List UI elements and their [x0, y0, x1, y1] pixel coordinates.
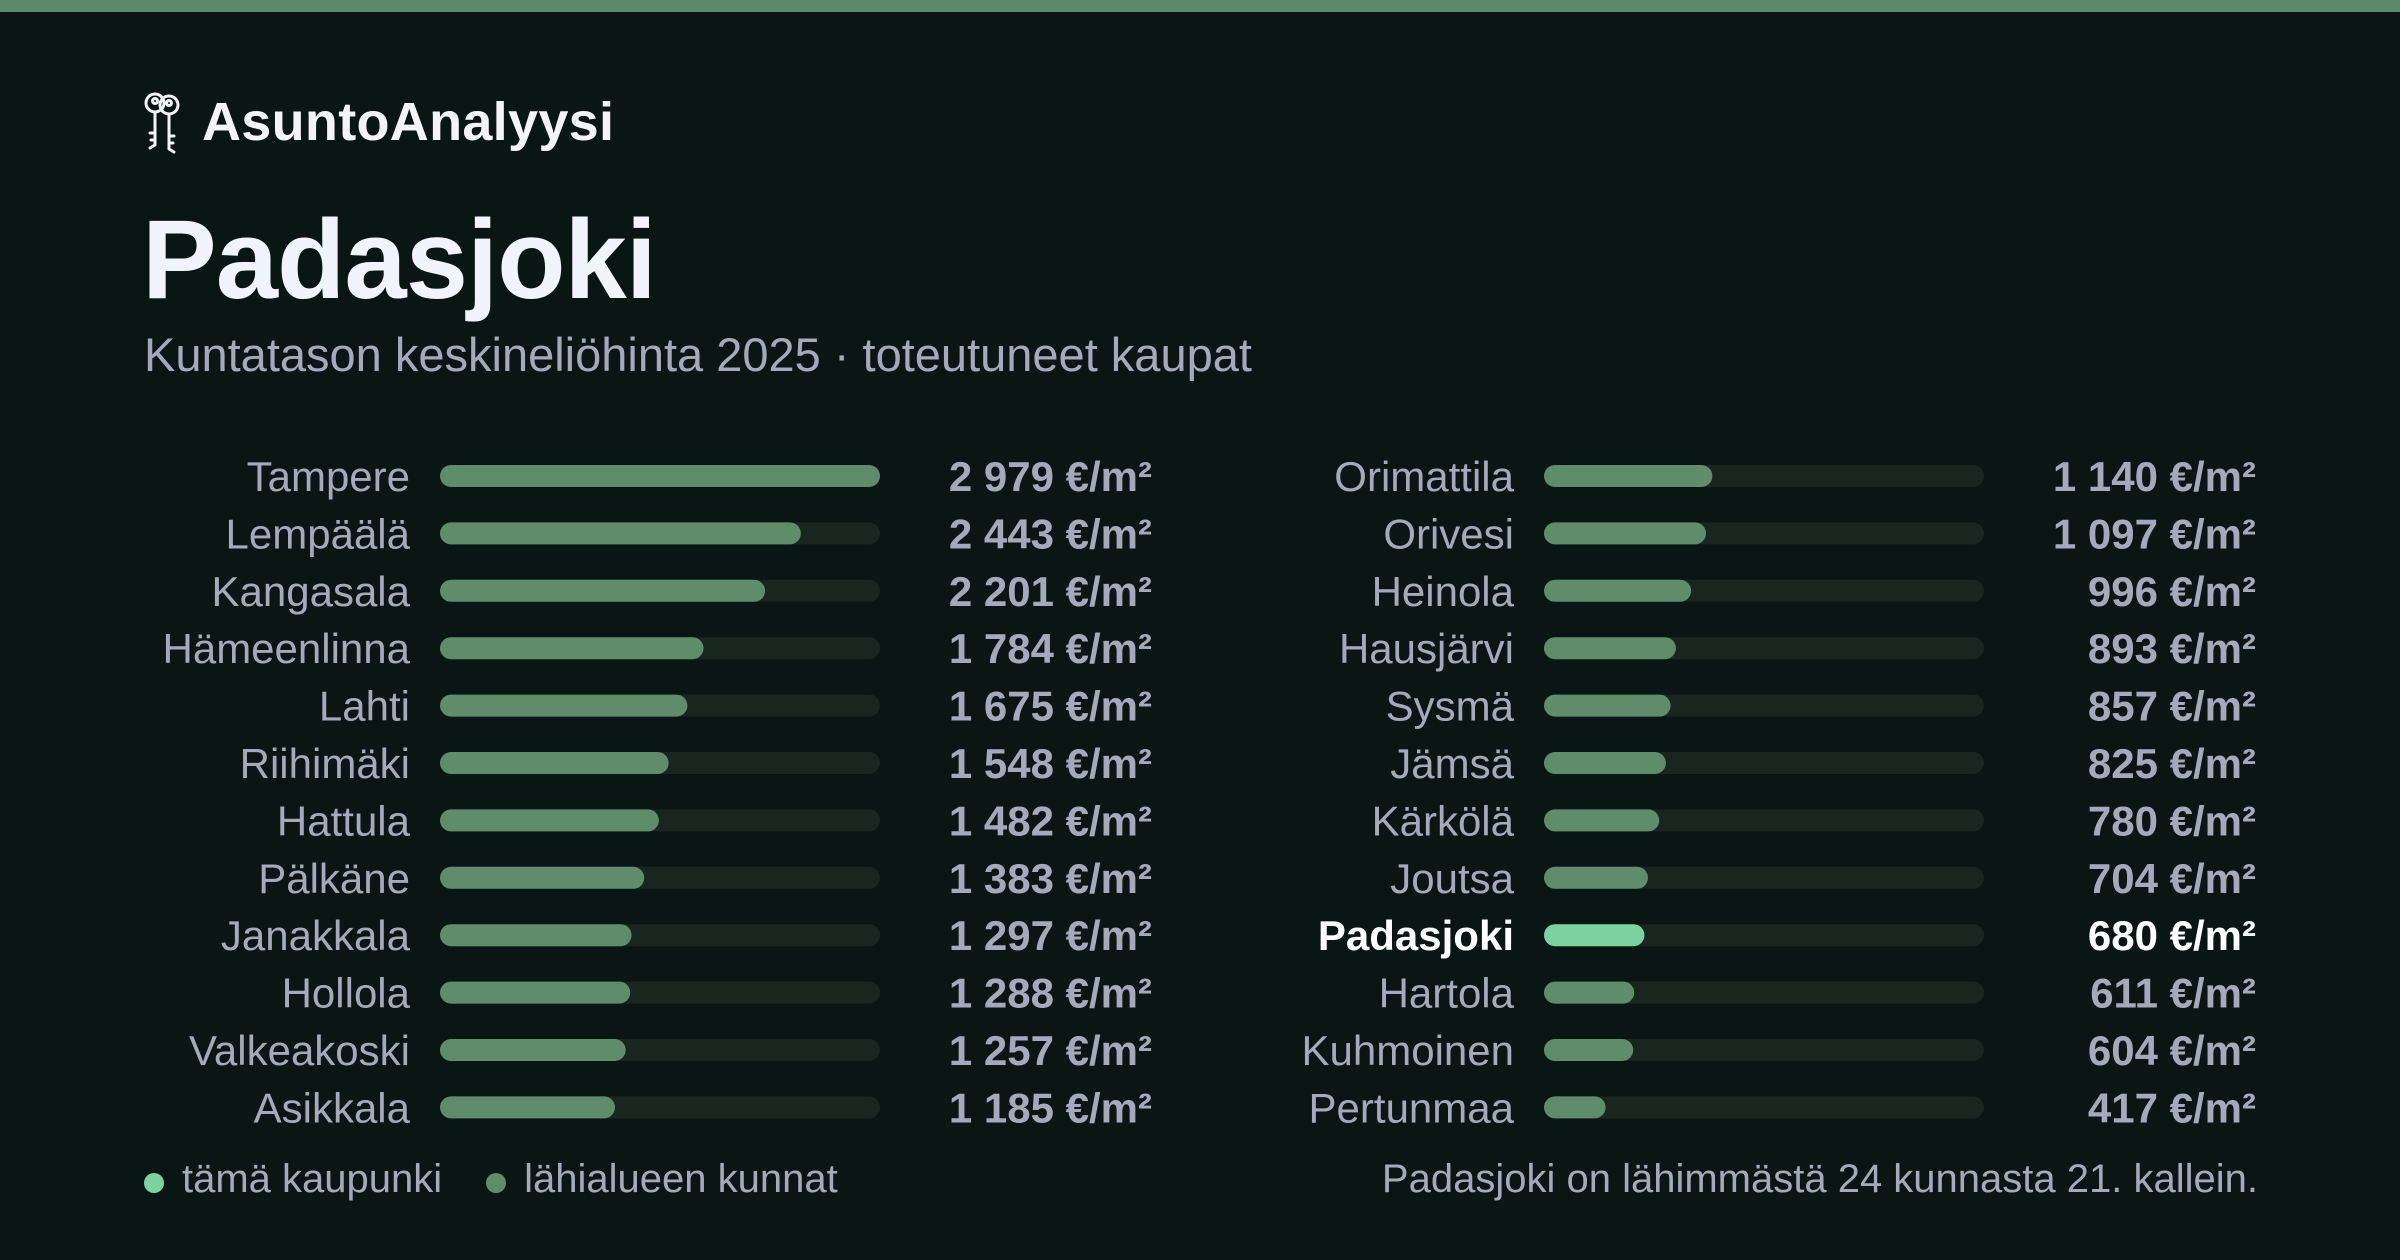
legend-label-neighbours: lähialueen kunnat: [524, 1157, 838, 1201]
bar-track-joutsa: [1544, 866, 1984, 889]
bar-kuhmoinen: [1544, 1039, 1634, 1061]
bar-j-ms-: [1544, 752, 1666, 774]
value-label-lahti: 1 675 €/m²: [949, 683, 1152, 730]
category-label-orimattila: Orimattila: [1334, 453, 1514, 500]
category-label-kangasala: Kangasala: [212, 568, 411, 615]
value-label-pertunmaa: 417 €/m²: [2088, 1084, 2256, 1131]
category-label-hollola: Hollola: [282, 970, 411, 1017]
legend-item-highlight: tämä kaupunki: [144, 1153, 442, 1205]
value-label-p-lk-ne: 1 383 €/m²: [949, 855, 1152, 902]
category-label-hartola: Hartola: [1379, 970, 1515, 1017]
bar-hartola: [1544, 981, 1635, 1004]
value-label-k-rk-l-: 780 €/m²: [2088, 797, 2256, 844]
bar-h-meenlinna: [440, 637, 704, 660]
value-label-orivesi: 1 097 €/m²: [2053, 510, 2256, 557]
bar-track-kuhmoinen: [1544, 1039, 1984, 1061]
category-label-asikkala: Asikkala: [254, 1084, 411, 1131]
value-label-padasjoki: 680 €/m²: [2088, 912, 2256, 959]
legend-label-highlight: tämä kaupunki: [182, 1157, 443, 1201]
value-label-joutsa: 704 €/m²: [2088, 855, 2256, 902]
value-label-tampere: 2 979 €/m²: [949, 453, 1152, 500]
page-subtitle: Kuntatason keskineliöhinta 2025 · toteut…: [144, 328, 1252, 381]
value-label-heinola: 996 €/m²: [2088, 568, 2256, 615]
chart-legend: tämä kaupunki lähialueen kunnat: [144, 1153, 882, 1205]
value-label-asikkala: 1 185 €/m²: [949, 1084, 1152, 1131]
bar-orivesi: [1544, 522, 1707, 545]
bar-track-pertunmaa: [1544, 1096, 1984, 1119]
category-label-tampere: Tampere: [247, 453, 410, 500]
bar-track-padasjoki: [1544, 924, 1984, 947]
value-label-janakkala: 1 297 €/m²: [949, 912, 1152, 959]
value-label-riihim-ki: 1 548 €/m²: [949, 740, 1152, 787]
legend-swatch-highlight: [144, 1173, 164, 1193]
bar-track-hartola: [1544, 981, 1984, 1004]
value-label-hattula: 1 482 €/m²: [949, 797, 1152, 844]
category-label-lahti: Lahti: [319, 683, 410, 730]
value-label-kangasala: 2 201 €/m²: [949, 568, 1152, 615]
category-label-padasjoki: Padasjoki: [1318, 912, 1514, 959]
value-label-hausj-rvi: 893 €/m²: [2088, 625, 2256, 672]
category-label-lemp-l-: Lempäälä: [226, 510, 411, 557]
category-label-p-lk-ne: Pälkäne: [258, 855, 410, 902]
bar-p-lk-ne: [440, 866, 645, 889]
value-label-hollola: 1 288 €/m²: [949, 970, 1152, 1017]
category-label-riihim-ki: Riihimäki: [240, 740, 410, 787]
value-label-sysm-: 857 €/m²: [2088, 683, 2256, 730]
category-label-orivesi: Orivesi: [1383, 510, 1514, 557]
rank-note: Padasjoki on lähimmästä 24 kunnasta 21. …: [1381, 1157, 2258, 1201]
category-label-heinola: Heinola: [1372, 568, 1515, 615]
bar-valkeakoski: [440, 1039, 626, 1061]
value-label-j-ms-: 825 €/m²: [2088, 740, 2256, 787]
category-label-valkeakoski: Valkeakoski: [189, 1027, 410, 1074]
bar-padasjoki: [1544, 924, 1645, 947]
value-label-orimattila: 1 140 €/m²: [2053, 453, 2256, 500]
bar-lemp-l-: [440, 522, 801, 545]
bar-sysm-: [1544, 694, 1671, 717]
brand: AsuntoAnalyysi: [140, 88, 614, 156]
keys-icon: [144, 92, 180, 154]
bar-orimattila: [1544, 465, 1713, 487]
bar-tampere: [440, 465, 880, 487]
legend-item-neighbours: lähialueen kunnat: [486, 1153, 838, 1205]
bar-lahti: [440, 694, 688, 717]
category-label-janakkala: Janakkala: [221, 912, 411, 959]
bar-k-rk-l-: [1544, 809, 1660, 832]
category-label-h-meenlinna: Hämeenlinna: [163, 625, 411, 672]
category-label-j-ms-: Jämsä: [1390, 740, 1514, 787]
bar-hattula: [440, 809, 659, 832]
bar-riihim-ki: [440, 752, 669, 774]
page-title: Padasjoki: [142, 197, 657, 322]
value-label-hartola: 611 €/m²: [2090, 970, 2256, 1017]
bar-heinola: [1544, 579, 1692, 602]
value-label-kuhmoinen: 604 €/m²: [2088, 1027, 2256, 1074]
value-label-valkeakoski: 1 257 €/m²: [949, 1027, 1152, 1074]
bar-kangasala: [440, 579, 766, 602]
bar-pertunmaa: [1544, 1096, 1606, 1119]
category-label-k-rk-l-: Kärkölä: [1372, 797, 1515, 844]
bar-joutsa: [1544, 866, 1648, 889]
value-label-lemp-l-: 2 443 €/m²: [949, 510, 1152, 557]
category-label-sysm-: Sysmä: [1386, 683, 1515, 730]
category-label-joutsa: Joutsa: [1390, 855, 1514, 902]
bar-asikkala: [440, 1096, 616, 1119]
category-label-hausj-rvi: Hausjärvi: [1339, 625, 1514, 672]
value-label-h-meenlinna: 1 784 €/m²: [949, 625, 1152, 672]
bar-hausj-rvi: [1544, 637, 1676, 660]
category-label-pertunmaa: Pertunmaa: [1309, 1084, 1515, 1131]
bar-janakkala: [440, 924, 632, 947]
accent-strip: [0, 0, 2400, 12]
brand-name: AsuntoAnalyysi: [202, 92, 615, 152]
category-label-kuhmoinen: Kuhmoinen: [1302, 1027, 1514, 1074]
bar-hollola: [440, 981, 631, 1004]
legend-swatch-neighbours: [486, 1173, 507, 1193]
category-label-hattula: Hattula: [277, 797, 411, 844]
